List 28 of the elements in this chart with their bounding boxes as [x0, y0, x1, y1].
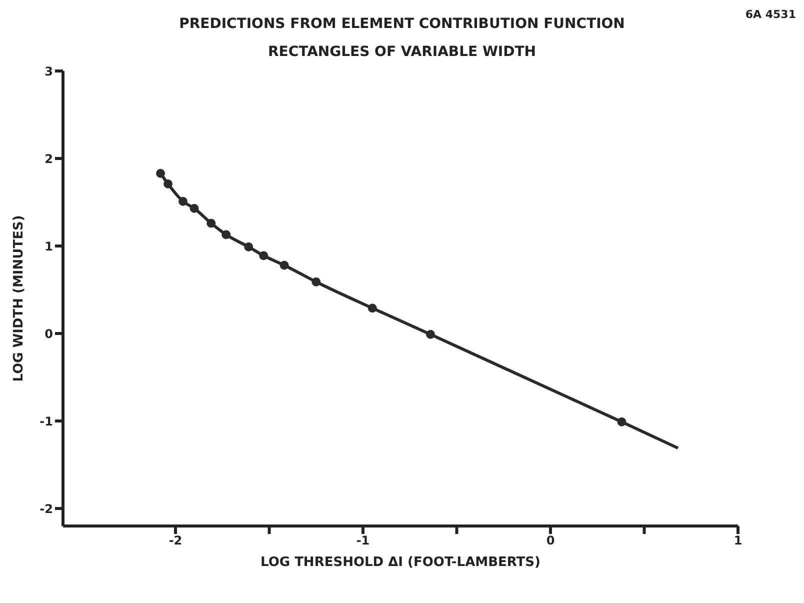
point: [259, 251, 268, 260]
y-tick-label: -1: [40, 414, 53, 428]
text: 6A 4531: [745, 8, 796, 21]
x-axis-title: LOG THRESHOLD ΔI (FOOT-LAMBERTS): [260, 555, 540, 570]
x-tick-label: -1: [356, 534, 370, 548]
x-tick-label: 1: [734, 534, 742, 548]
point: [312, 277, 321, 286]
point: [178, 196, 188, 206]
point: [280, 260, 289, 270]
point: [426, 330, 435, 339]
y-tick-label: -2: [40, 502, 53, 516]
point: [368, 304, 377, 313]
point: [156, 168, 165, 178]
point: [222, 230, 231, 240]
y-tick-label: 2: [44, 152, 53, 166]
point: [164, 179, 172, 188]
x-tick-label: 0: [546, 534, 555, 548]
y-tick-label: 3: [44, 64, 53, 78]
x-tick-label: -2: [168, 534, 182, 548]
point: [244, 242, 254, 252]
y-tick-label: 0: [44, 326, 53, 341]
y-axis-title: LOG WIDTH (MINUTES): [12, 215, 27, 382]
point: [190, 204, 199, 213]
chart-subtitle: RECTANGLES OF VARIABLE WIDTH: [266, 44, 538, 60]
chart-title: PREDICTIONS FROM ELEMENT CONTRIBUTION FUNCTION: [179, 16, 625, 32]
point: [206, 218, 216, 228]
point: [617, 417, 626, 426]
y-tick-label: 1: [44, 239, 53, 254]
